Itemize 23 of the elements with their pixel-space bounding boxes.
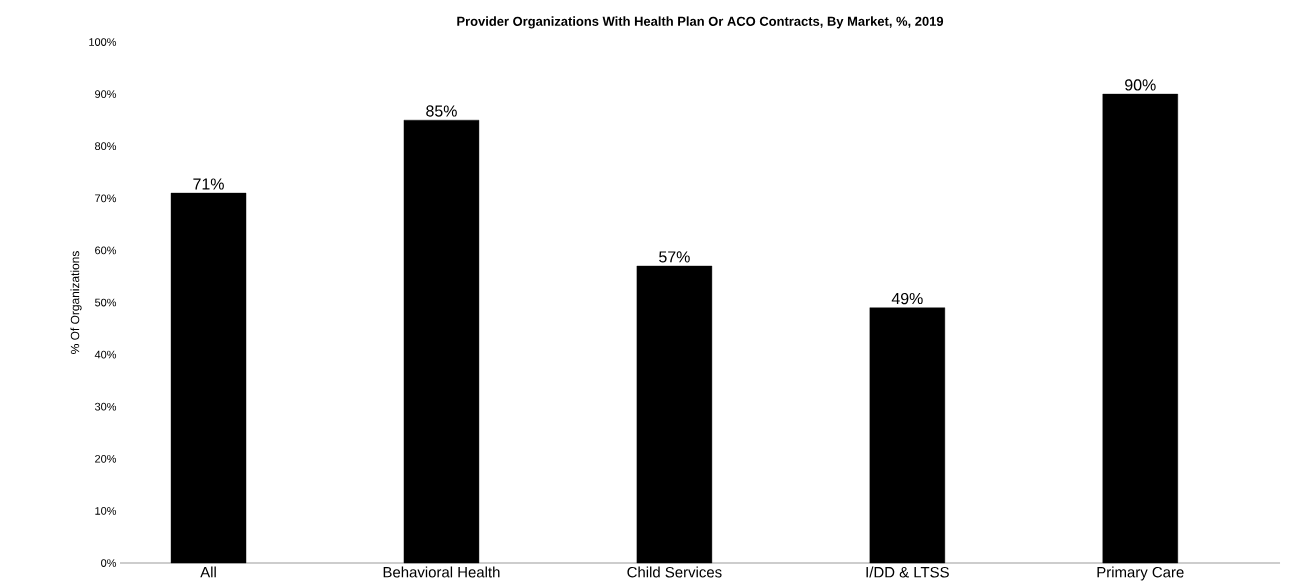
x-tick-label: Behavioral Health [383,566,500,578]
y-tick-label: 70% [95,194,117,203]
y-tick-label: 30% [94,402,117,411]
data-label: 49% [891,292,923,305]
data-label: 57% [659,251,690,263]
y-tick-label: 90% [95,90,117,98]
data-label: 90% [1125,79,1156,91]
chart-title: Provider Organizations With Health Plan Or ACO Contracts, By Market, %, 2019 [457,16,944,29]
x-tick-label: All [200,566,216,578]
y-tick-label: 60% [95,246,117,255]
y-tick-label: 40% [94,350,117,359]
y-tick-label: 80% [95,142,117,151]
x-tick-label: Primary Care [1097,566,1184,581]
y-tick-label: 100% [89,38,117,46]
data-label: 85% [426,105,457,117]
y-tick-label: 50% [94,298,117,307]
y-axis-title: % Of Organizations [70,251,82,354]
x-tick-label: I/DD & LTSS [866,566,949,578]
x-tick-label: Child Services [627,566,722,578]
y-tick-label: 20% [95,454,117,463]
data-label: 71% [193,178,224,190]
y-tick-label: 0% [101,559,117,567]
y-tick-label: 10% [95,507,117,515]
